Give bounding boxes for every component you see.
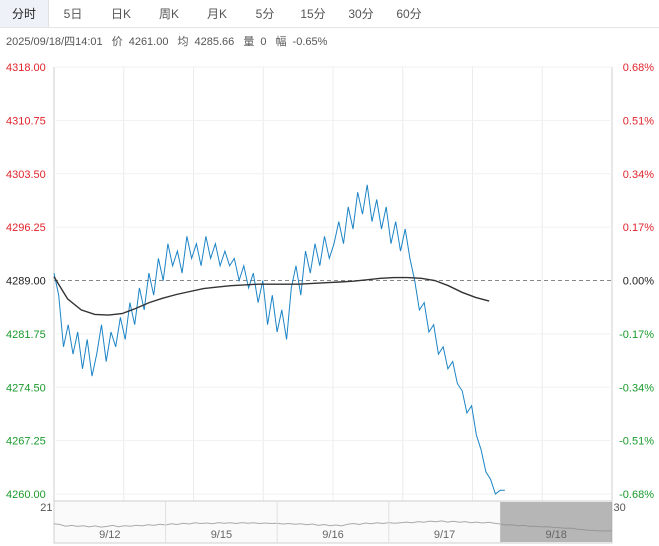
y-tick-label: 4303.50 — [6, 169, 46, 181]
tab-2[interactable]: 日K — [110, 7, 131, 21]
navigator-label: 9/15 — [211, 529, 232, 541]
navigator-label: 9/18 — [545, 529, 566, 541]
volume-value: 0 — [260, 36, 267, 48]
pct-tick-label: 0.34% — [623, 169, 654, 181]
tab-3[interactable]: 周K — [158, 7, 179, 21]
tab-1[interactable]: 5日 — [63, 7, 83, 21]
tab-8[interactable]: 60分 — [396, 7, 422, 21]
y-tick-label: 4310.75 — [6, 115, 46, 127]
y-tick-label: 4260.00 — [6, 489, 46, 501]
y-tick-label: 4296.25 — [6, 222, 46, 234]
tab-7[interactable]: 30分 — [348, 7, 374, 21]
y-tick-label: 4274.50 — [6, 382, 46, 394]
tab-4[interactable]: 月K — [206, 7, 227, 21]
price-line — [53, 184, 505, 495]
tab-5[interactable]: 5分 — [255, 7, 275, 21]
volume-label: 量 — [243, 36, 255, 48]
pct-tick-label: 0.00% — [623, 276, 654, 288]
timeframe-tabs: 分时 5日 日K 周K 月K 5分 15分 30分 60分 — [0, 0, 659, 28]
pct-tick-label: -0.68% — [619, 489, 654, 501]
pct-tick-label: 0.68% — [623, 62, 654, 74]
y-tick-label: 4281.75 — [6, 329, 46, 341]
avg-label: 均 — [177, 36, 189, 48]
pct-tick-label: 0.51% — [623, 115, 654, 127]
y-tick-label: 4289.00 — [6, 276, 46, 288]
average-line — [53, 276, 490, 316]
tab-0[interactable]: 分时 — [0, 0, 49, 27]
pct-tick-label: 0.17% — [623, 222, 654, 234]
pct-tick-label: -0.34% — [619, 382, 654, 394]
y-tick-label: 4267.25 — [6, 436, 46, 448]
tab-6[interactable]: 15分 — [300, 7, 326, 21]
pct-tick-label: -0.17% — [619, 329, 654, 341]
navigator-selection — [500, 502, 612, 542]
change-value: -0.65% — [292, 36, 328, 48]
navigator-label: 9/16 — [322, 529, 343, 541]
quote-datetime: 2025/09/18/四14:01 — [6, 36, 103, 48]
change-label: 幅 — [275, 36, 287, 48]
pct-tick-label: -0.51% — [619, 436, 654, 448]
navigator-label: 9/17 — [434, 529, 455, 541]
y-tick-label: 4318.00 — [6, 62, 46, 74]
price-label: 价 — [111, 36, 123, 48]
price-value: 4261.00 — [128, 36, 169, 48]
avg-value: 4285.66 — [194, 36, 235, 48]
navigator-label: 9/12 — [99, 529, 120, 541]
